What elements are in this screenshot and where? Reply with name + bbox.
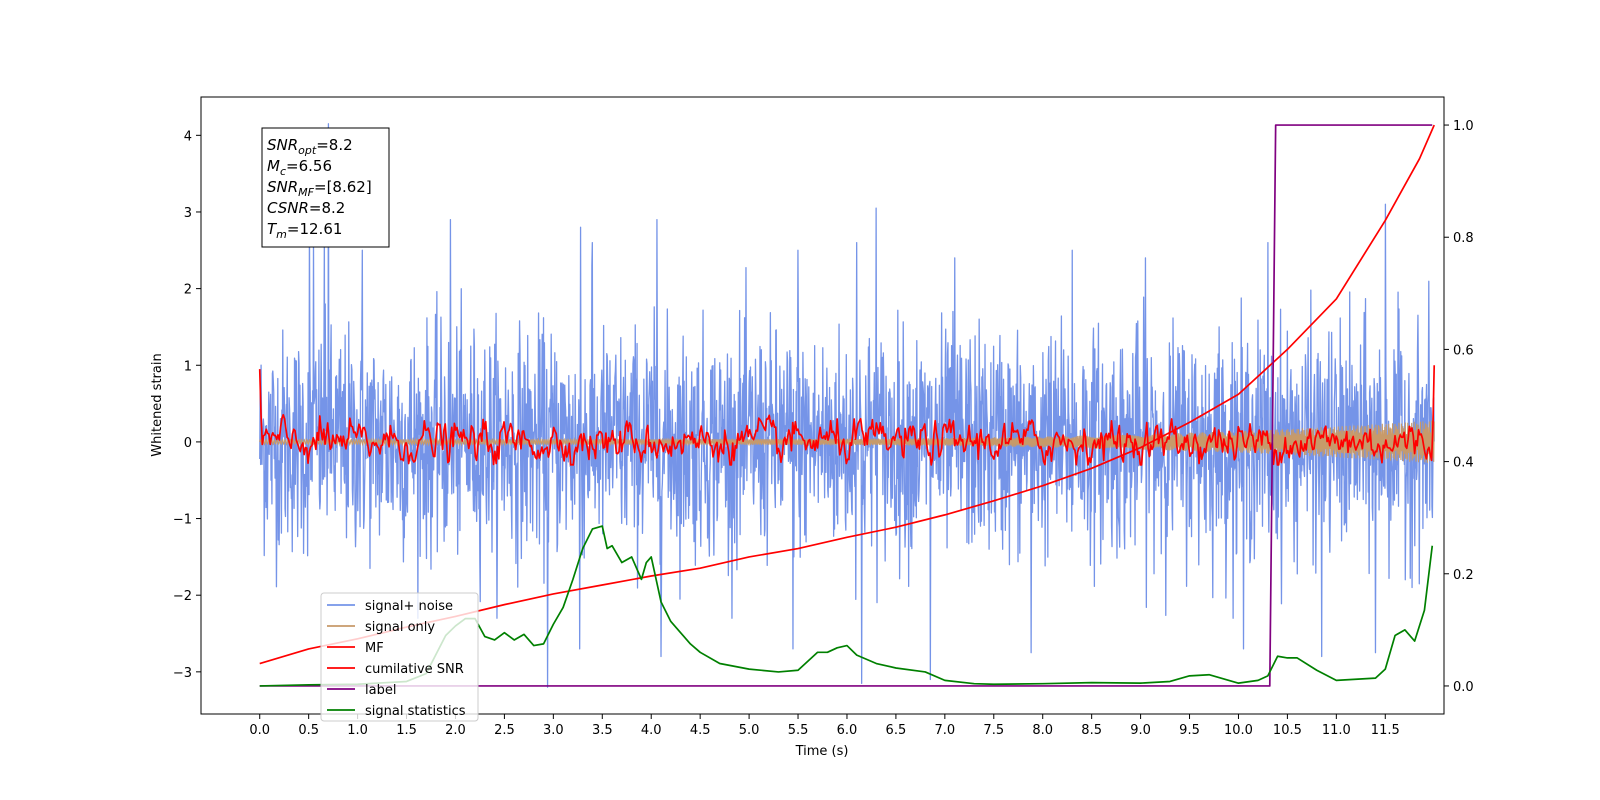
series-2-line [258, 365, 1436, 466]
x-tick-label: 9.5 [1179, 723, 1200, 738]
series-1-line [259, 420, 1435, 463]
y-axis-left: 4 3 2 1 0 −1 −2 −3 [173, 129, 201, 681]
x-tick-label: 3.0 [543, 723, 564, 738]
y2-tick-label: 0.6 [1453, 343, 1474, 358]
y-tick-label: −2 [173, 589, 192, 604]
x-tick-label: 11.5 [1371, 723, 1400, 738]
legend-entry: cumilative SNR [365, 662, 464, 677]
x-tick-label: 10.0 [1224, 723, 1253, 738]
series-5-line [259, 525, 1434, 687]
y2-tick-label: 0.8 [1453, 231, 1474, 246]
annotation-line: CSNR=8.2 [267, 199, 345, 217]
plot-frame [200, 96, 1445, 715]
legend-entry: MF [365, 641, 384, 656]
y-tick-label: 1 [184, 359, 192, 374]
annotation-frame [261, 127, 390, 248]
y-axis-right: 1.0 0.8 0.6 0.4 0.2 0.0 [1444, 119, 1474, 695]
x-tick-label: 0.0 [249, 723, 270, 738]
y-tick-label: −1 [173, 513, 192, 528]
x-tick-label: 10.5 [1273, 723, 1302, 738]
legend: signal+ noise signal only MF cumilative SNR… [320, 592, 479, 722]
x-axis: 0.0 0.5 1.0 1.5 2.0 2.5 3.0 3.5 4.0 4.5 5.0 5.5 6.0 6… [249, 714, 1400, 738]
x-tick-label: 6.5 [886, 723, 907, 738]
y2-tick-label: 0.4 [1453, 456, 1474, 471]
legend-entry: signal statistics [365, 704, 466, 719]
y-tick-label: 4 [184, 129, 192, 144]
x-tick-label: 8.5 [1081, 723, 1102, 738]
x-tick-label: 5.0 [739, 723, 760, 738]
x-tick-label: 11.0 [1322, 723, 1351, 738]
x-tick-label: 0.5 [298, 723, 319, 738]
legend-entry: signal+ noise [365, 599, 453, 614]
y-axis-label: Whitened strain [150, 353, 165, 456]
x-tick-label: 8.0 [1032, 723, 1053, 738]
x-axis-label: Time (s) [795, 744, 849, 759]
annotation-line: SNRMF=[8.62] [267, 178, 372, 199]
legend-entry: signal only [365, 620, 435, 635]
x-tick-label: 5.5 [788, 723, 809, 738]
legend-entry: label [365, 683, 396, 698]
x-tick-label: 6.0 [837, 723, 858, 738]
annotation-line: Tm=12.61 [267, 220, 342, 241]
y-tick-label: −3 [173, 666, 192, 681]
x-tick-label: 9.0 [1130, 723, 1151, 738]
x-tick-label: 1.5 [396, 723, 417, 738]
series-4-line [259, 124, 1433, 687]
y2-tick-label: 1.0 [1453, 119, 1474, 134]
y-tick-label: 2 [184, 283, 192, 298]
x-tick-label: 1.0 [347, 723, 368, 738]
x-tick-label: 3.5 [592, 723, 613, 738]
x-tick-label: 7.5 [983, 723, 1004, 738]
x-tick-label: 2.5 [494, 723, 515, 738]
annotation-line: SNRopt=8.2 [267, 136, 353, 157]
y2-tick-label: 0.0 [1453, 680, 1474, 695]
x-tick-label: 7.0 [934, 723, 955, 738]
y-tick-label: 0 [184, 436, 192, 451]
annotation-line: Mc=6.56 [267, 157, 332, 178]
legend-frame [320, 592, 479, 722]
x-tick-label: 4.5 [690, 723, 711, 738]
x-tick-label: 4.0 [641, 723, 662, 738]
x-tick-label: 2.0 [445, 723, 466, 738]
y-tick-label: 3 [184, 206, 192, 221]
y2-tick-label: 0.2 [1453, 568, 1474, 583]
